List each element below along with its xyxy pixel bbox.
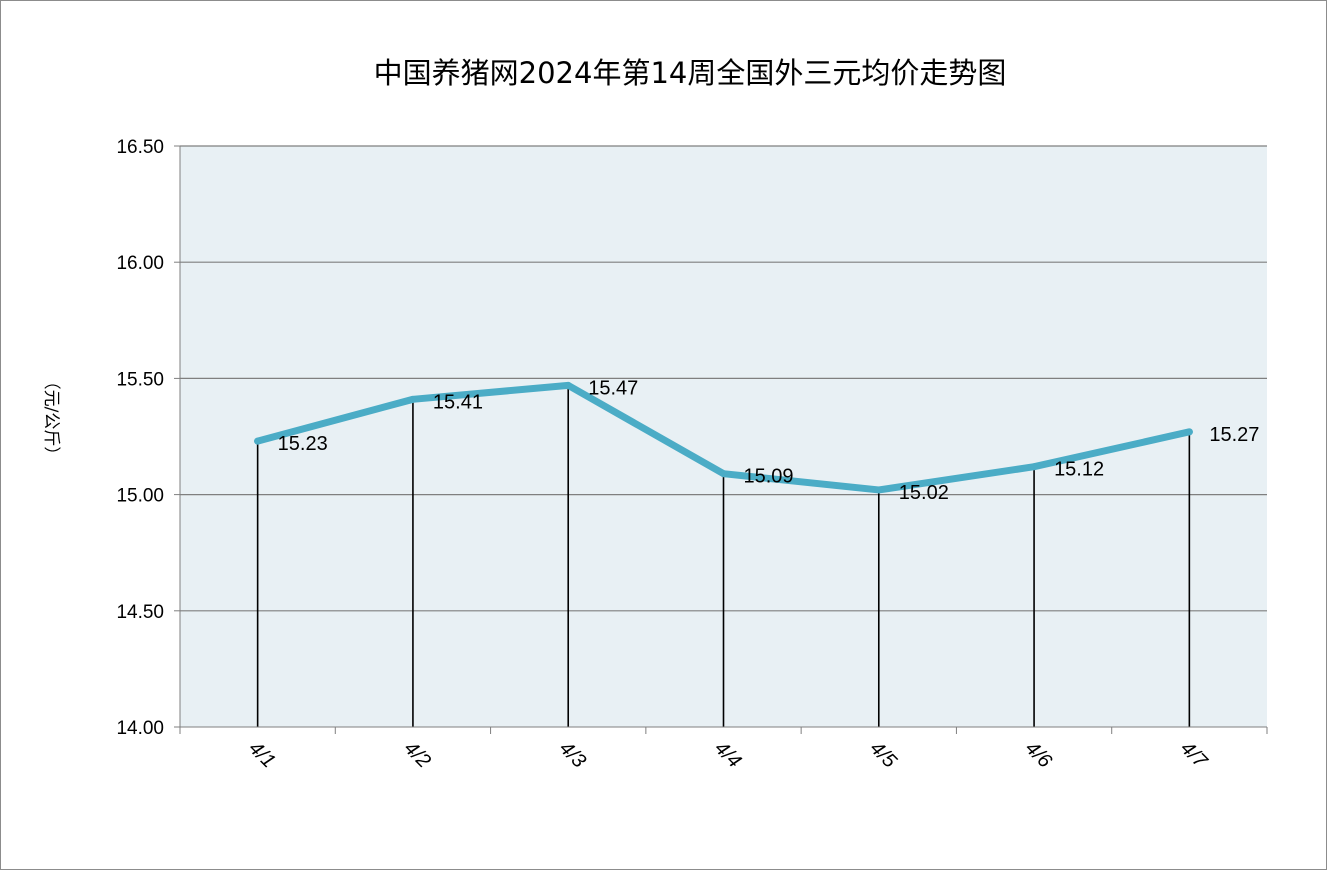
y-tick-label: 16.00 [116,253,164,274]
y-axis-ticks: 14.00 14.50 15.00 15.50 16.00 16.50 [116,137,180,739]
x-tick-label: 4/1 [244,737,279,772]
data-label: 15.27 [1209,424,1259,446]
y-tick-label: 15.50 [116,369,164,390]
series-line-group [254,381,1193,494]
data-label: 15.47 [588,377,638,399]
data-label: 15.12 [1054,459,1104,481]
x-tick-label: 4/2 [400,737,435,772]
data-point [409,395,417,403]
data-point [564,381,572,389]
x-tick-label: 4/5 [865,737,901,773]
x-tick-label: 4/6 [1021,737,1057,773]
data-point [1030,463,1038,471]
data-point [720,470,727,478]
data-label: 15.09 [744,466,794,488]
y-tick-label: 14.00 [116,718,164,739]
data-labels: 15.23 15.41 15.47 15.09 15.02 15.12 15.27 [278,377,1260,504]
y-tick-label: 16.50 [116,137,164,158]
data-point [1185,428,1193,436]
y-tick-label: 15.00 [116,486,164,507]
data-label: 15.23 [278,433,328,455]
axes [179,146,1267,728]
y-axis-title: （元/公斤） [41,373,61,464]
x-tick-label: 4/4 [710,737,745,772]
data-point [254,437,262,445]
y-tick-label: 14.50 [116,602,164,623]
x-tick-label: 4/7 [1176,737,1212,773]
data-point [875,486,883,494]
x-axis-ticks: 4/1 4/2 4/3 4/4 4/5 4/6 4/7 [179,727,1268,773]
x-tick-label: 4/3 [555,737,590,772]
drop-lines [256,385,1191,727]
data-label: 15.41 [433,391,483,413]
data-label: 15.02 [899,482,949,504]
chart-title: 中国养猪网2024年第14周全国外三元均价走势图 [374,56,1007,90]
